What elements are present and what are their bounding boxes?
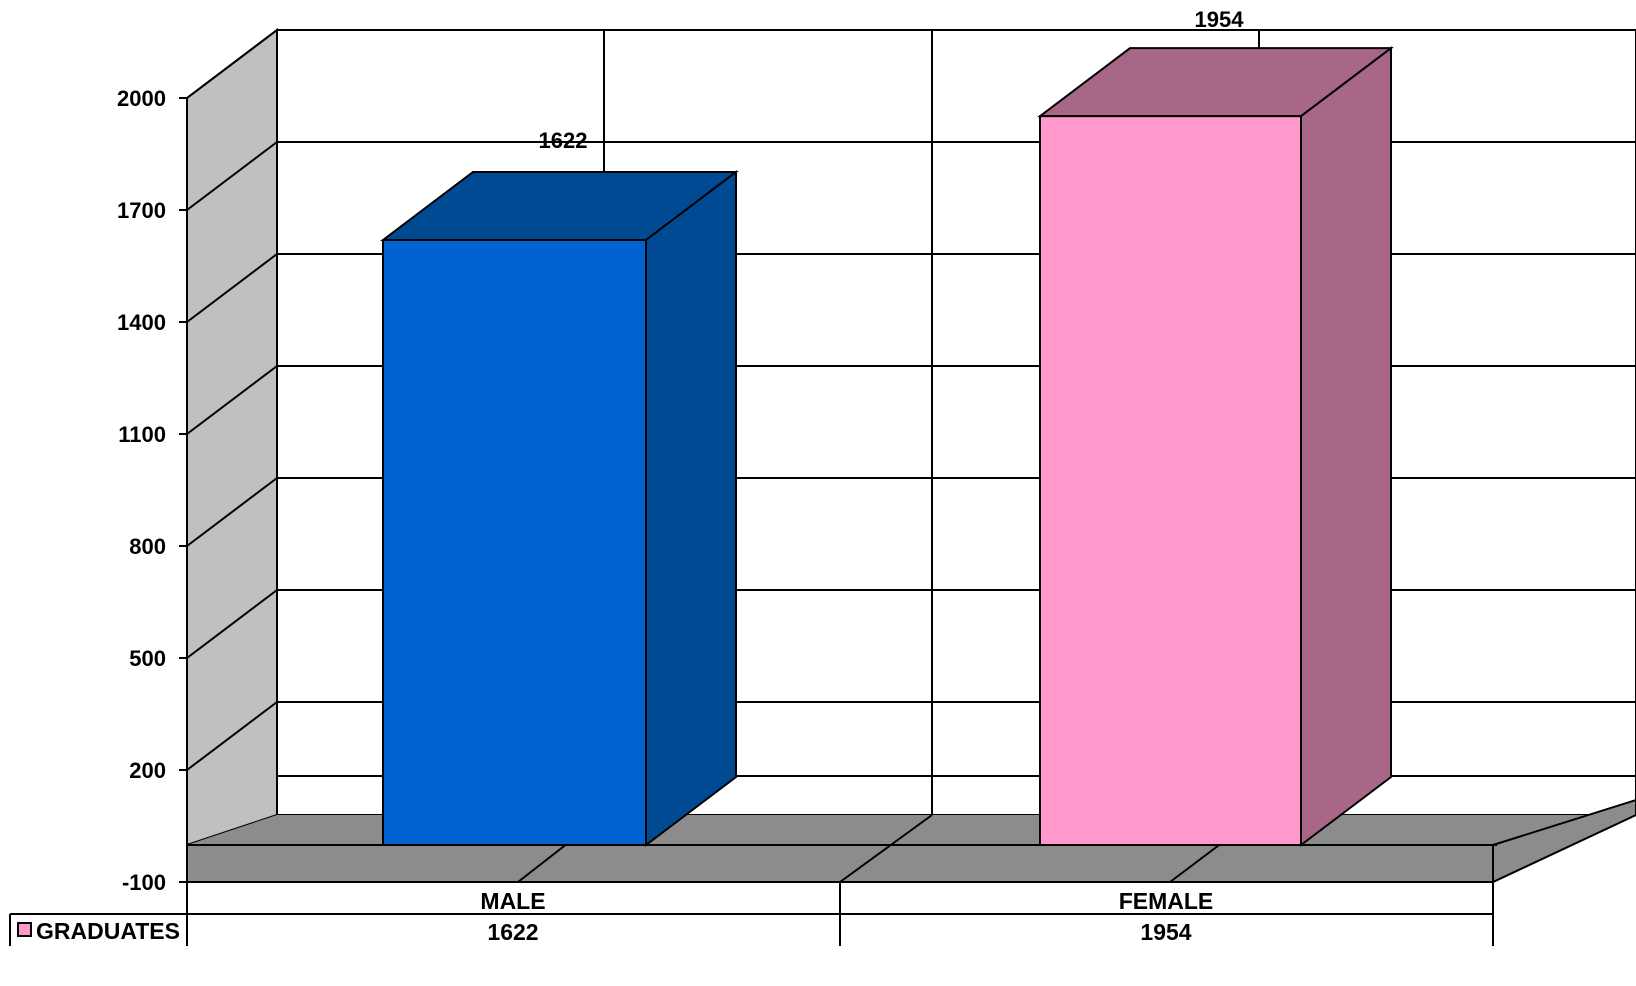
legend-key-graduates bbox=[17, 922, 32, 937]
y-tick-label: 1700 bbox=[117, 198, 166, 223]
bars bbox=[380, 46, 1394, 848]
table-header-female: FEMALE bbox=[1119, 888, 1214, 914]
floor-divider-line bbox=[839, 814, 933, 883]
y-tick-label: 1400 bbox=[117, 310, 166, 335]
data-table: MALE FEMALE 1622 1954 GRADUATES bbox=[9, 882, 1494, 946]
y-tick-label: 800 bbox=[129, 534, 166, 559]
side-wall-gridline bbox=[186, 141, 278, 211]
table-cell-male: 1622 bbox=[487, 919, 538, 945]
side-wall-gridline bbox=[186, 29, 278, 99]
side-wall-gridline bbox=[186, 477, 278, 547]
data-labels: 1622 1954 bbox=[539, 7, 1245, 153]
floor-right-edge bbox=[1492, 798, 1636, 884]
bar-front-face bbox=[382, 239, 647, 846]
bar-side-face bbox=[645, 169, 737, 848]
legend-label-graduates: GRADUATES bbox=[36, 918, 180, 944]
y-tick-label: 200 bbox=[129, 758, 166, 783]
table-header-male: MALE bbox=[480, 888, 545, 914]
bar-male bbox=[380, 169, 739, 848]
side-wall-gridline bbox=[186, 253, 278, 323]
table-cell-female: 1954 bbox=[1140, 919, 1191, 945]
y-tick-label: -100 bbox=[122, 870, 166, 895]
bar-female bbox=[1037, 46, 1394, 848]
y-tick-label: 1100 bbox=[118, 422, 166, 447]
side-wall-gridline bbox=[186, 365, 278, 435]
side-wall-gridline bbox=[186, 701, 278, 771]
side-wall-gridline bbox=[186, 589, 278, 659]
y-tick-label: 500 bbox=[129, 646, 166, 671]
data-label-female: 1954 bbox=[1195, 7, 1245, 32]
bar-front-face bbox=[1039, 115, 1302, 847]
y-tick-label: 2000 bbox=[117, 86, 166, 111]
y-axis: 2000 1700 1400 1100 800 500 200 -100 bbox=[117, 86, 188, 895]
data-label-male: 1622 bbox=[539, 128, 588, 153]
bar-side-face bbox=[1300, 46, 1392, 848]
